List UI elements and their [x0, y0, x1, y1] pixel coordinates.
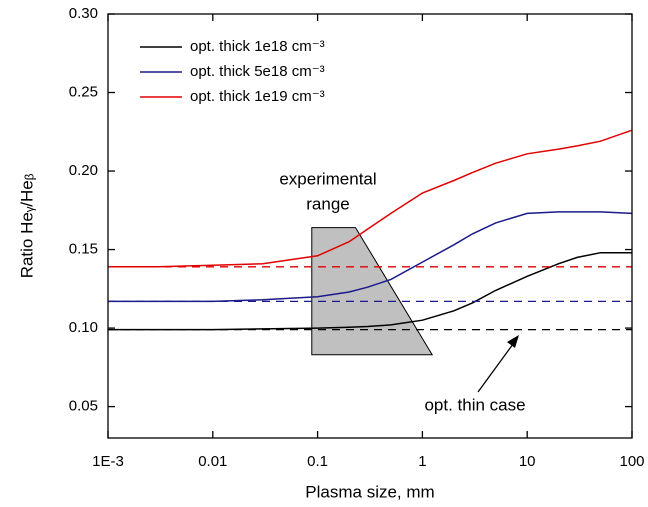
region	[311, 227, 434, 356]
legend-label: opt. thick 1e18 cm⁻³	[190, 38, 325, 55]
y-tick-label: 0.05	[69, 398, 98, 415]
x-tick-label: 0.01	[198, 453, 227, 470]
y-tick-label: 0.30	[69, 5, 98, 22]
x-tick-label: 1E-3	[92, 453, 124, 470]
x-tick-label: 100	[619, 453, 644, 470]
y-tick-label: 0.15	[69, 241, 98, 258]
region-label: range	[306, 194, 349, 213]
x-tick-label: 10	[519, 453, 536, 470]
y-tick-label: 0.10	[69, 319, 98, 336]
series-line	[108, 211, 633, 303]
series-line	[108, 251, 632, 331]
y-axis-label: Ratio Heᵧ/Heᵦ	[17, 173, 36, 278]
series-line	[108, 129, 633, 268]
region-label: experimental	[279, 169, 376, 188]
y-tick-label: 0.20	[69, 162, 98, 179]
y-tick-label: 0.25	[69, 83, 98, 100]
arrow	[477, 335, 519, 393]
legend-label: opt. thick 1e19 cm⁻³	[190, 88, 325, 105]
x-tick-label: 1	[418, 453, 426, 470]
x-tick-label: 0.1	[307, 453, 328, 470]
legend-label: opt. thick 5e18 cm⁻³	[190, 63, 325, 80]
annotation: opt. thin case	[424, 395, 525, 414]
plot-frame	[107, 13, 633, 439]
x-axis-label: Plasma size, mm	[305, 482, 434, 501]
